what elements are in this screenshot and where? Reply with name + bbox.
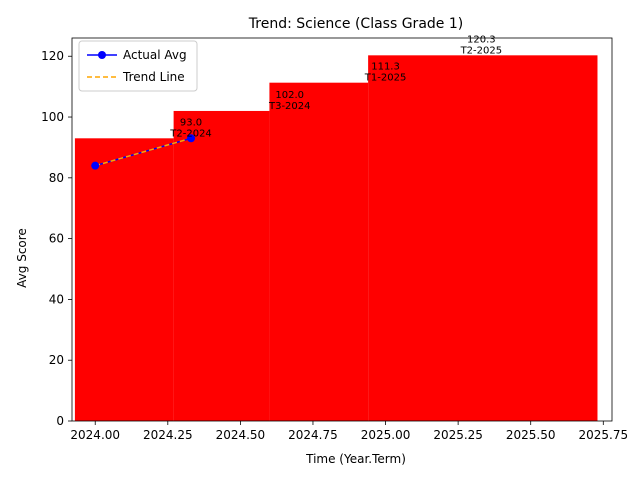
- data-label-term: T2-2025: [460, 45, 503, 56]
- x-axis-label: Time (Year.Term): [305, 452, 406, 466]
- series-layer: [91, 134, 196, 170]
- bar-1: [74, 138, 174, 422]
- y-tick-label: 120: [41, 49, 64, 63]
- y-tick-label: 60: [49, 232, 64, 246]
- x-tick-label: 2025.00: [361, 428, 411, 442]
- data-label-value: 93.0: [180, 117, 202, 128]
- data-label-term: T2-2024: [169, 128, 212, 139]
- x-tick-label: 2024.50: [216, 428, 266, 442]
- y-tick-label: 0: [56, 414, 64, 428]
- legend-actual-avg-label: Actual Avg: [123, 48, 187, 62]
- data-label-value: 102.0: [275, 90, 304, 101]
- data-label-value: 120.3: [467, 34, 496, 45]
- data-label-value: 111.3: [371, 62, 400, 73]
- y-tick-label: 20: [49, 353, 64, 367]
- y-tick-label: 40: [49, 292, 64, 306]
- chart-title: Trend: Science (Class Grade 1): [248, 16, 463, 32]
- legend-trend-line-label: Trend Line: [122, 70, 185, 84]
- legend-actual-avg-marker: [98, 51, 106, 59]
- x-tick-label: 2024.75: [288, 428, 338, 442]
- bar-3: [269, 82, 369, 421]
- data-label-term: T3-2024: [268, 101, 311, 112]
- x-tick-label: 2025.75: [578, 428, 628, 442]
- legend: Actual Avg Trend Line: [78, 40, 198, 92]
- bar-4: [368, 55, 598, 421]
- x-tick-label: 2024.25: [143, 428, 193, 442]
- actual-avg-point: [91, 161, 100, 170]
- y-axis-label: Avg Score: [15, 228, 29, 288]
- bars-layer: [74, 55, 598, 422]
- actual-avg-point: [187, 134, 196, 143]
- bar-2: [173, 110, 270, 421]
- x-tick-label: 2024.00: [70, 428, 120, 442]
- data-labels-layer: 93.0T2-2024 102.0T3-2024 111.3T1-2025 120.3…: [169, 34, 502, 139]
- y-tick-label: 80: [49, 171, 64, 185]
- y-tick-label: 100: [41, 110, 64, 124]
- axes-layer: 2024.00 2024.25 2024.50 2024.75 2025.00 2025.…: [41, 37, 628, 442]
- trend-line: [95, 137, 192, 167]
- plot-frame: [71, 37, 613, 422]
- x-tick-label: 2025.50: [506, 428, 556, 442]
- data-label-term: T1-2025: [364, 73, 407, 84]
- legend-frame: [78, 40, 198, 92]
- x-tick-label: 2025.25: [433, 428, 483, 442]
